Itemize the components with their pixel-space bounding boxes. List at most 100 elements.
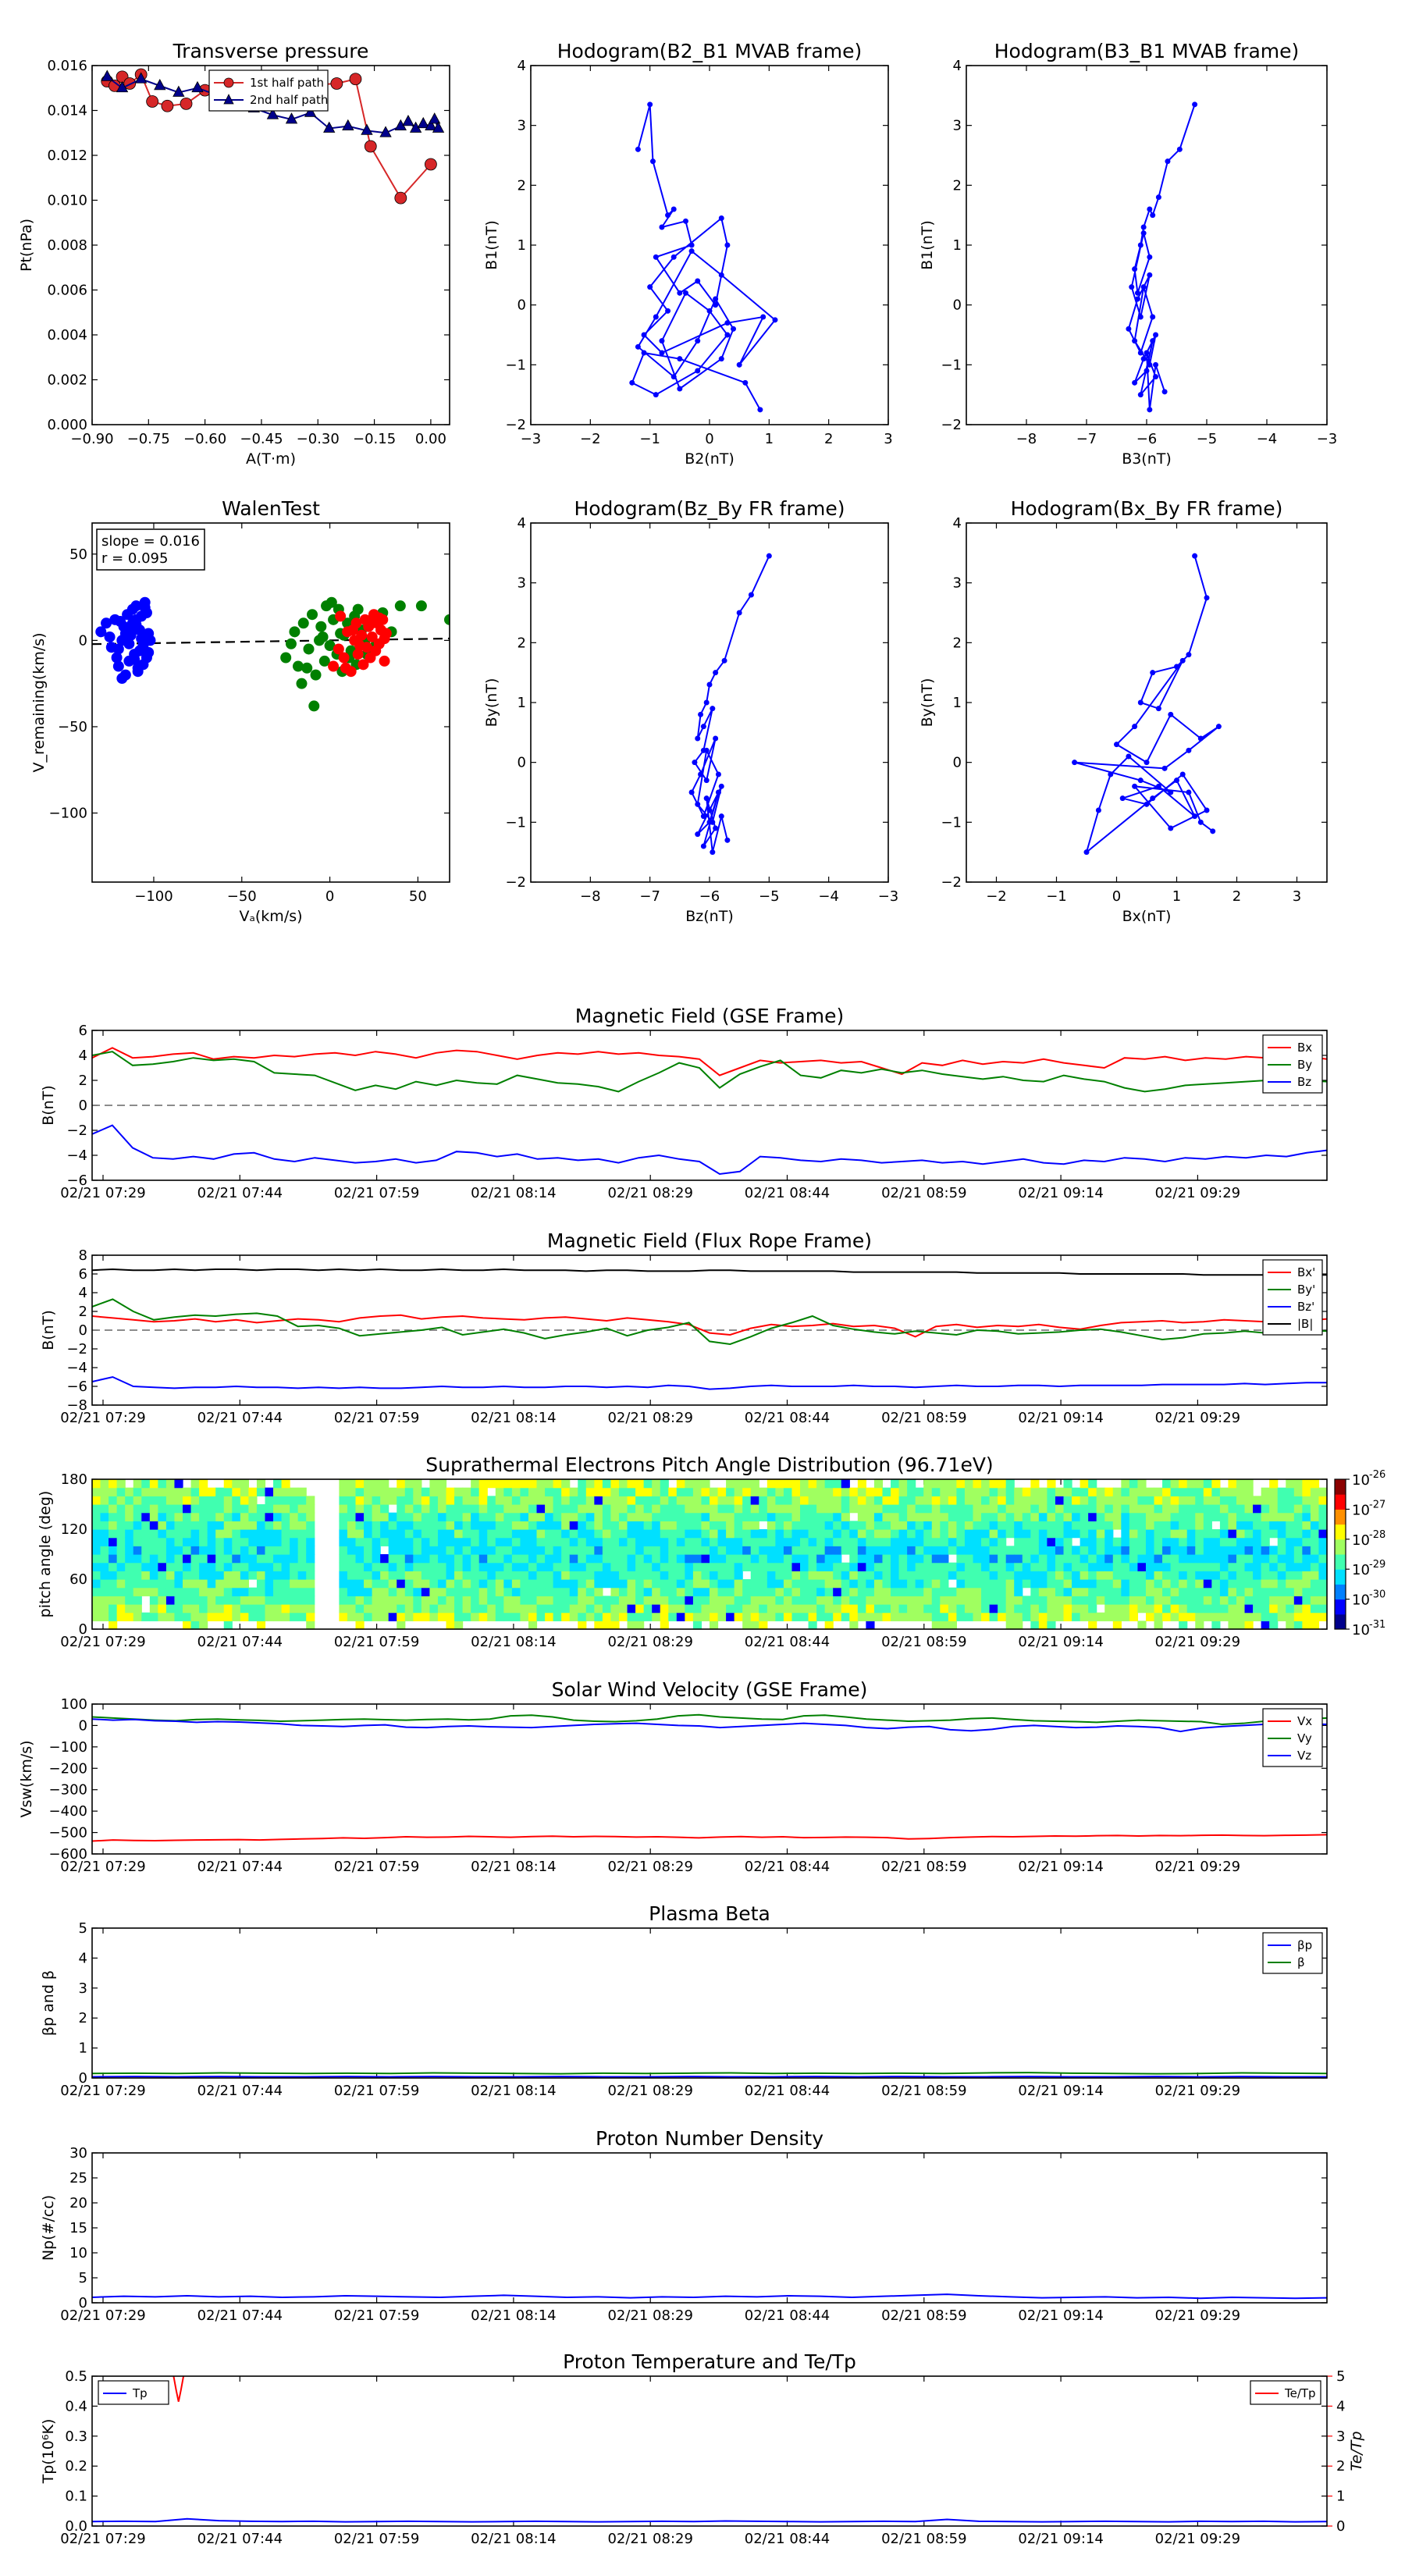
heatmap-cell	[273, 1479, 283, 1489]
heatmap-cell	[149, 1512, 158, 1521]
heatmap-cell	[1145, 1529, 1155, 1539]
heatmap-cell	[1096, 1487, 1105, 1496]
heatmap-cell	[750, 1621, 759, 1630]
heatmap-cell	[808, 1529, 817, 1539]
heatmap-cell	[594, 1571, 603, 1580]
plot-frame	[530, 65, 889, 425]
heatmap-cell	[495, 1529, 504, 1539]
heatmap-cell	[183, 1546, 192, 1555]
heatmap-cell	[553, 1479, 562, 1489]
heatmap-cell	[750, 1562, 759, 1571]
heatmap-cell	[643, 1487, 653, 1496]
heatmap-cell	[1195, 1487, 1204, 1496]
heatmap-cell	[998, 1587, 1007, 1596]
heatmap-cell	[685, 1529, 694, 1539]
heatmap-cell	[561, 1529, 571, 1539]
heatmap-cell	[1318, 1521, 1328, 1530]
heatmap-cell	[1112, 1496, 1122, 1505]
heatmap-cell	[998, 1496, 1007, 1505]
plot-area	[688, 553, 772, 856]
heatmap-cell	[437, 1554, 447, 1564]
heatmap-cell	[125, 1596, 134, 1605]
heatmap-cell	[800, 1529, 809, 1539]
heatmap-cell	[207, 1546, 216, 1555]
heatmap-cell	[915, 1529, 924, 1539]
heatmap-cell	[973, 1562, 982, 1571]
y-axis-label: B1(nT)	[919, 220, 936, 270]
heatmap-cell	[857, 1479, 866, 1489]
heatmap-cell	[520, 1529, 529, 1539]
heatmap-cell	[1179, 1562, 1188, 1571]
heatmap-cell	[981, 1579, 991, 1589]
heatmap-cell	[627, 1496, 636, 1505]
heatmap-cell	[791, 1537, 801, 1546]
heatmap-cell	[1038, 1521, 1048, 1530]
heatmap-cell	[873, 1562, 884, 1571]
heatmap-cell	[717, 1529, 727, 1539]
heatmap-cell	[1137, 1587, 1147, 1596]
heatmap-cell	[981, 1496, 991, 1505]
x-tick-label: 50	[409, 888, 427, 905]
heatmap-cell	[841, 1587, 850, 1596]
heatmap-cell	[256, 1562, 266, 1571]
heatmap-cell	[1310, 1496, 1320, 1505]
heatmap-cell	[397, 1596, 406, 1605]
heatmap-cell	[100, 1529, 109, 1539]
heatmap-cell	[578, 1479, 587, 1489]
heatmap-cell	[750, 1554, 759, 1564]
heatmap-cell	[141, 1571, 151, 1580]
heatmap-cell	[585, 1571, 595, 1580]
heatmap-cell	[495, 1504, 504, 1514]
heatmap-cell	[1104, 1571, 1114, 1580]
heatmap-cell	[1112, 1596, 1122, 1605]
heatmap-cell	[602, 1529, 612, 1539]
heatmap-cell	[133, 1554, 142, 1564]
legend-label: Bz'	[1297, 1300, 1314, 1314]
data-point	[352, 603, 364, 615]
heatmap-cell	[487, 1554, 496, 1564]
heatmap-cell	[923, 1587, 933, 1596]
heatmap-cell	[141, 1496, 151, 1505]
heatmap-cell	[199, 1487, 208, 1496]
heatmap-cell	[1211, 1612, 1221, 1621]
heatmap-cell	[989, 1554, 998, 1564]
heatmap-cell	[931, 1579, 941, 1589]
heatmap-cell	[816, 1537, 826, 1546]
heatmap-cell	[569, 1537, 578, 1546]
y-tick-label: 0	[518, 755, 526, 771]
heatmap-cell	[1170, 1496, 1179, 1505]
y-tick-label: −2	[66, 1341, 87, 1357]
colorbar-tick-exponent: -29	[1369, 1559, 1385, 1571]
heatmap-cell	[973, 1579, 982, 1589]
data-point	[347, 624, 358, 636]
heatmap-cell	[726, 1487, 735, 1496]
heatmap-cell	[998, 1604, 1007, 1614]
heatmap-cell	[553, 1537, 562, 1546]
legend-label: Bz	[1297, 1075, 1311, 1089]
heatmap-cell	[940, 1546, 949, 1555]
data-point	[444, 614, 450, 625]
heatmap-cell	[931, 1521, 941, 1530]
heatmap-cell	[742, 1579, 752, 1589]
heatmap-cell	[404, 1562, 414, 1571]
heatmap-cell	[1162, 1596, 1172, 1605]
heatmap-cell	[223, 1621, 233, 1630]
heatmap-cell	[511, 1562, 521, 1571]
heatmap-cell	[273, 1571, 283, 1580]
plot-frame	[91, 2375, 1328, 2527]
heatmap-cell	[158, 1571, 167, 1580]
heatmap-cell	[364, 1604, 373, 1614]
heatmap-cell	[397, 1529, 406, 1539]
heatmap-cell	[1137, 1604, 1147, 1614]
heatmap-cell	[635, 1587, 645, 1596]
heatmap-cell	[791, 1587, 801, 1596]
heatmap-cell	[635, 1579, 645, 1589]
heatmap-cell	[199, 1587, 208, 1596]
heatmap-cell	[215, 1604, 225, 1614]
heatmap-cell	[536, 1521, 546, 1530]
heatmap-cell	[742, 1546, 752, 1555]
heatmap-cell	[594, 1487, 603, 1496]
heatmap-cell	[981, 1479, 991, 1489]
x-tick-label: 02/21 08:59	[881, 1859, 966, 1875]
heatmap-cell	[873, 1529, 884, 1539]
